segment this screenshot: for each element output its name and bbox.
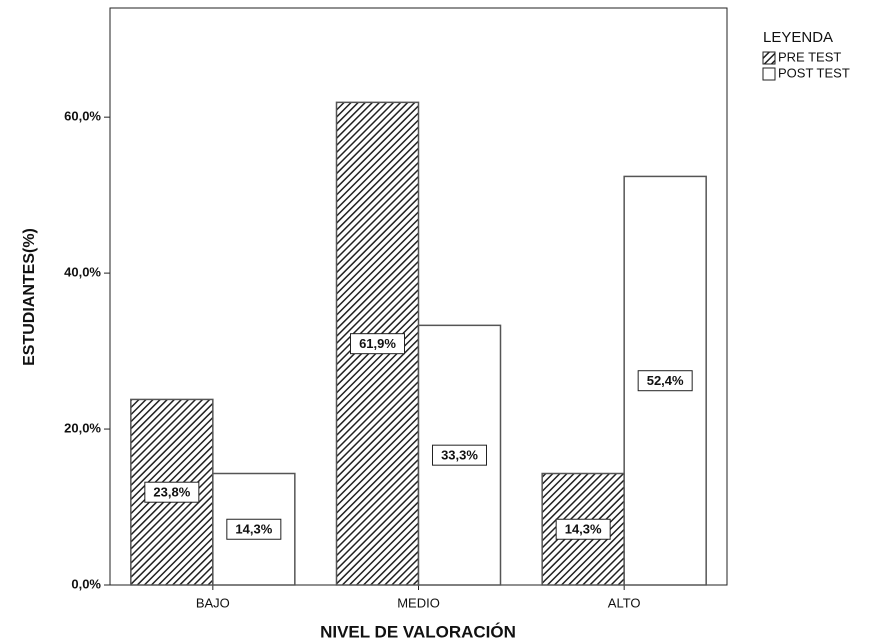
- y-tick-label: 0,0%: [71, 576, 101, 591]
- value-label: 33,3%: [441, 448, 478, 463]
- y-axis-title: ESTUDIANTES(%): [21, 228, 38, 366]
- value-label-box: [226, 518, 282, 540]
- value-label: 14,3%: [235, 522, 272, 537]
- value-label-box: [555, 518, 611, 540]
- value-label-box: [432, 444, 487, 466]
- legend-title: LEYENDA: [763, 29, 833, 46]
- y-tick-label: 20,0%: [64, 420, 101, 435]
- legend-swatch: [762, 67, 776, 81]
- value-label: 52,4%: [647, 373, 684, 388]
- x-tick-label: BAJO: [196, 595, 230, 610]
- y-tick-label: 40,0%: [64, 265, 101, 280]
- legend-label: POST TEST: [778, 65, 850, 80]
- x-tick-label: ALTO: [608, 595, 641, 610]
- legend-label: PRE TEST: [778, 49, 841, 64]
- value-label-box: [144, 481, 200, 503]
- x-tick-label: MEDIO: [397, 595, 440, 610]
- x-axis-title: NIVEL DE VALORACIÓN: [320, 622, 516, 641]
- legend-swatch: [762, 51, 776, 65]
- value-label: 14,3%: [565, 522, 602, 537]
- value-label-box: [637, 370, 693, 392]
- value-label-box: [350, 333, 405, 355]
- value-label: 23,8%: [153, 485, 190, 500]
- value-label: 61,9%: [359, 336, 396, 351]
- y-tick-label: 60,0%: [64, 109, 101, 124]
